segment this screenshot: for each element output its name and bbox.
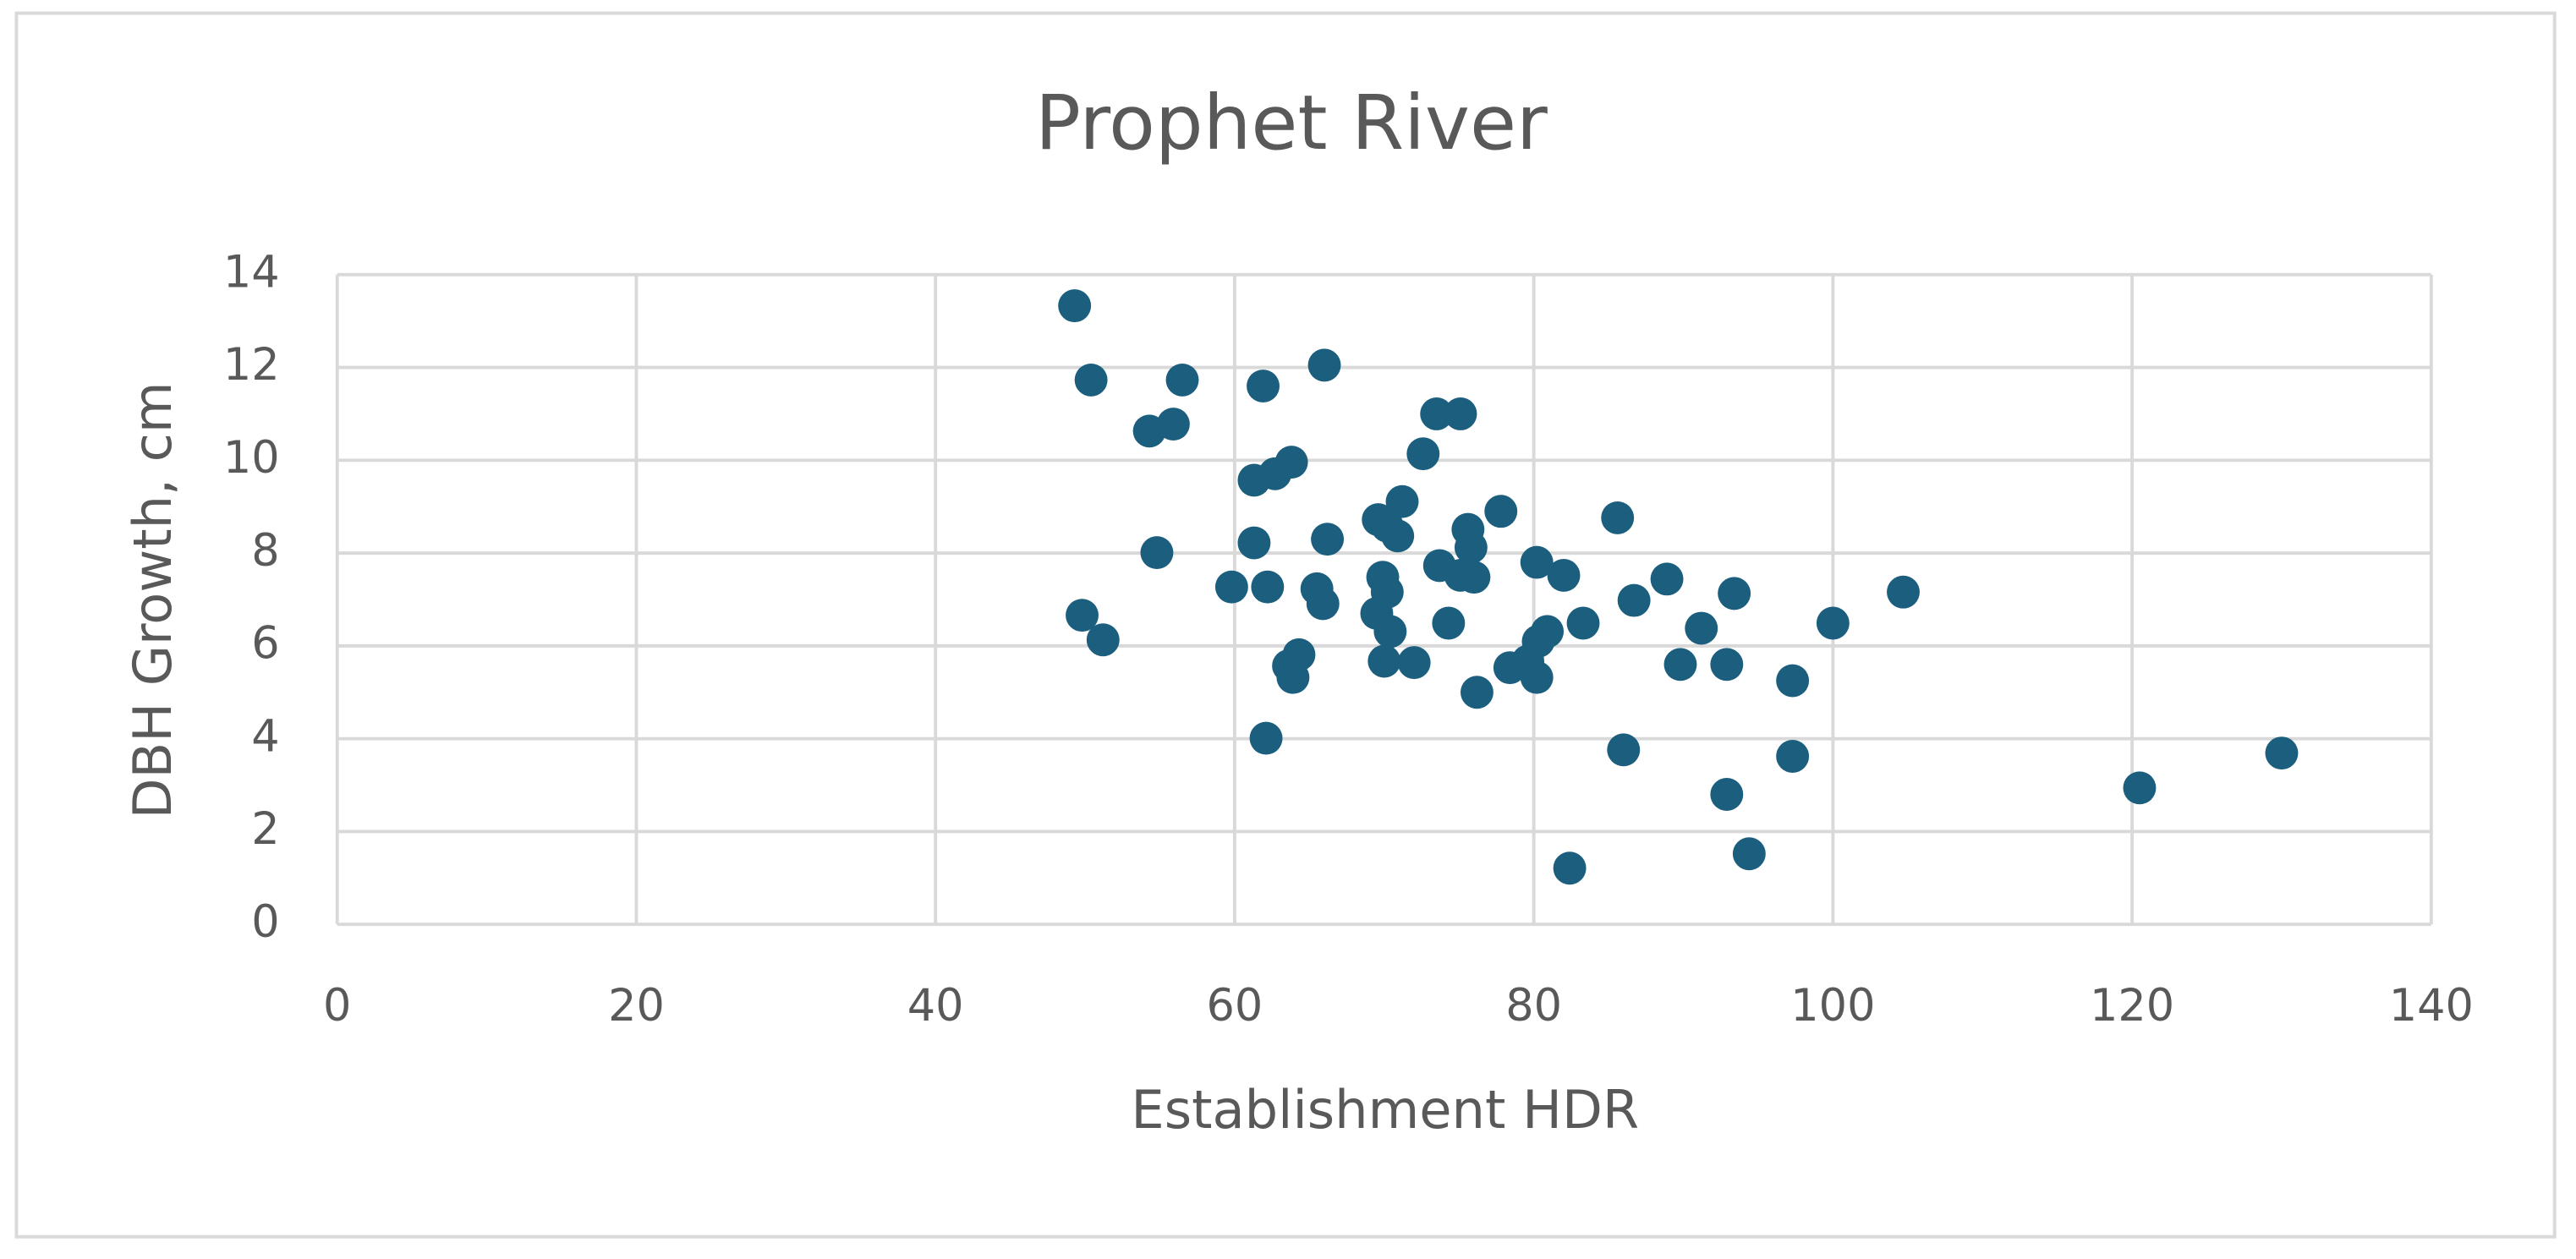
point — [1307, 348, 1341, 382]
x-tick-label: 60 — [1207, 980, 1263, 1032]
y-tick-label: 4 — [251, 710, 279, 762]
point — [2265, 736, 2299, 770]
point — [1718, 577, 1751, 610]
chart-title: Prophet River — [1035, 79, 1548, 167]
point — [1457, 561, 1491, 594]
point — [1381, 519, 1415, 553]
point — [1058, 289, 1092, 323]
y-tick-label: 8 — [251, 525, 279, 577]
y-axis-title: DBH Growth, cm — [122, 382, 184, 819]
chart-frame — [14, 11, 2557, 1239]
point — [1887, 575, 1920, 609]
point — [1165, 363, 1199, 397]
point — [1663, 648, 1697, 682]
point — [1276, 660, 1310, 694]
y-tick-label: 2 — [251, 803, 279, 855]
y-tick-label: 10 — [223, 432, 280, 484]
x-tick-label: 40 — [907, 980, 964, 1032]
point — [1601, 501, 1635, 534]
y-tick-label: 6 — [251, 618, 279, 670]
y-tick-label: 14 — [223, 246, 280, 298]
point — [1460, 676, 1494, 709]
point — [1074, 363, 1108, 397]
point — [1547, 559, 1581, 592]
point — [1251, 570, 1285, 604]
point — [1373, 615, 1407, 649]
point — [1520, 545, 1554, 579]
grid — [335, 272, 2433, 927]
point — [1776, 664, 1810, 698]
point — [1140, 536, 1174, 570]
x-tick-label: 120 — [2090, 980, 2174, 1032]
point — [1710, 778, 1744, 811]
point — [1650, 562, 1684, 596]
point — [1732, 837, 1766, 871]
x-tick-label: 20 — [608, 980, 665, 1032]
x-tick-label: 140 — [2389, 980, 2474, 1032]
point — [1553, 851, 1587, 885]
point — [1432, 606, 1466, 640]
point — [1617, 583, 1651, 617]
point — [1385, 484, 1419, 518]
point — [1607, 733, 1641, 767]
point — [2123, 771, 2157, 805]
point — [1420, 397, 1454, 430]
point — [1156, 408, 1190, 441]
point — [1710, 648, 1744, 682]
point — [1247, 369, 1280, 403]
points — [1058, 289, 2299, 885]
point — [1566, 606, 1600, 640]
point — [1444, 397, 1477, 430]
point — [1066, 599, 1099, 632]
x-axis-title: Establishment HDR — [1131, 1079, 1639, 1141]
x-tick-label: 100 — [1790, 980, 1875, 1032]
y-tick-label: 0 — [251, 896, 279, 948]
point — [1685, 611, 1718, 645]
point — [1249, 721, 1283, 755]
point — [1367, 644, 1401, 678]
x-tick-label: 0 — [323, 980, 351, 1032]
point — [1776, 740, 1810, 773]
point — [1454, 531, 1488, 564]
point — [1086, 623, 1120, 657]
point — [1520, 660, 1554, 694]
point — [1406, 437, 1440, 471]
point — [1214, 570, 1248, 604]
point — [1816, 606, 1850, 640]
point — [1484, 495, 1518, 528]
x-tick-label: 80 — [1505, 980, 1562, 1032]
point — [1237, 526, 1271, 560]
point — [1397, 646, 1431, 680]
point — [1237, 463, 1271, 497]
point — [1306, 587, 1340, 621]
y-tick-label: 12 — [223, 339, 280, 391]
point — [1311, 523, 1345, 556]
